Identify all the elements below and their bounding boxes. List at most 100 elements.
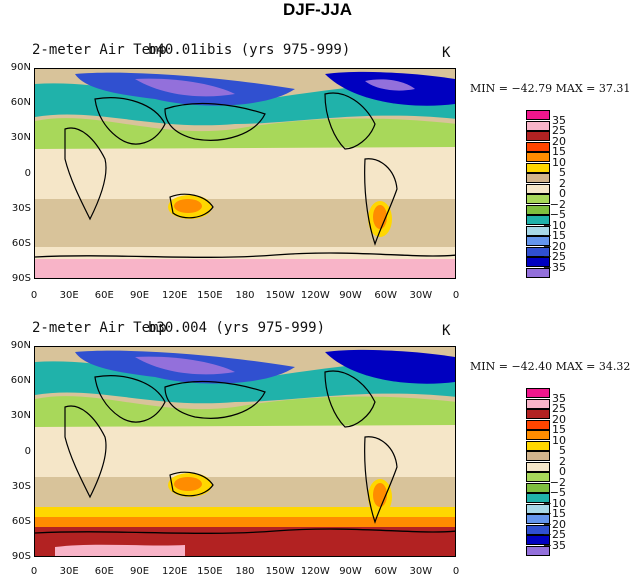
colorbar-swatch [526,472,550,482]
colorbar-label: 10 [552,155,566,169]
australia-hot [174,477,202,491]
colorbar-swatch [526,120,550,131]
colorbar-swatch [526,535,550,545]
lat-tick-label: 30N [10,132,31,144]
panel-bottom-variable-label: 2-meter Air Temp [32,320,167,336]
colorbar-swatch [526,162,550,173]
sh-ocean-band [35,247,455,259]
colorbar-label: 15 [552,145,566,158]
lon-tick-label: 120E [161,290,188,301]
panel-bottom-units: K [442,323,451,339]
colorbar-swatch [526,194,550,204]
coastline-3 [169,471,214,497]
coastline-0 [64,127,107,221]
colorbar-label: −25 [542,528,566,541]
lat-tick-label: 0 [24,445,31,457]
lon-tick-label: 120W [300,566,330,577]
colorbar-swatch [526,204,550,215]
tropical-band [35,422,455,477]
colorbar-label: 35 [552,391,566,405]
colorbar-label: −20 [542,239,566,253]
colorbar-swatch [526,183,550,194]
colorbar-swatch [526,257,550,267]
lon-tick-label: 150E [197,290,223,301]
colorbar-swatch [526,173,550,183]
colorbar-swatch [526,409,550,419]
lat-tick-label: 60N [10,97,31,109]
colorbar-label: 0 [559,465,566,478]
colorbar-label: −2 [549,475,566,489]
colorbar-swatch [526,493,550,503]
lon-tick-label: 120W [300,290,330,301]
lon-tick-label: 150W [265,290,295,301]
colorbar-swatch [526,236,550,246]
colorbar-label: −35 [542,260,566,274]
colorbar-swatch [526,152,550,162]
colorbar-label: 2 [559,176,566,190]
lon-tick-label: 30E [59,290,79,301]
colorbar-swatch [526,388,550,398]
colorbar-label: −5 [549,208,566,221]
lon-tick-label: 0 [30,566,38,577]
colorbar-label: 25 [552,402,566,415]
colorbar-swatch [526,451,550,461]
colorbar-swatch [526,110,550,120]
colorbar-label: −15 [542,507,566,520]
panel-bottom-case-label: b30.004 (yrs 975-999) [148,320,326,336]
antarctica-band [35,259,455,278]
coastline-5 [364,436,398,524]
colorbar-swatch [526,524,550,535]
colorbar-swatch [526,131,550,141]
colorbar-label: −25 [542,250,566,263]
colorbar-label: −2 [549,197,566,211]
lat-tick-label: 60S [11,237,31,249]
lon-tick-label: 90E [129,566,150,577]
colorbar-swatch [526,141,550,152]
lon-tick-label: 60E [94,566,114,577]
lat-tick-label: 30N [10,410,31,422]
colorbar-label: 5 [559,444,566,457]
coastline-4 [324,92,376,150]
coastline-2 [164,380,266,419]
lon-tick-label: 30W [409,566,433,577]
colorbar-label: −10 [542,496,566,510]
canada-cold [325,349,455,384]
colorbar-swatch [526,514,550,524]
colorbar-swatch [526,503,550,514]
lon-tick-label: 180 [235,290,255,301]
colorbar-label: −35 [542,538,566,552]
lon-tick-label: 90E [129,290,150,301]
lat-tick-label: 90N [10,62,31,73]
colorbar-label: 2 [559,454,566,468]
colorbar-label: 15 [552,423,566,436]
lat-tick-label: 90S [11,551,31,562]
colorbar-swatch [526,461,550,472]
lon-tick-label: 0 [452,566,460,577]
lon-tick-label: 30W [409,290,433,301]
colorbar-swatch [526,215,550,225]
antarctica-pink [55,544,185,556]
panel-top-units: K [442,45,451,61]
arctic-polar [365,79,415,91]
siberia-polar [135,356,235,375]
lon-tick-label: 60E [94,290,114,301]
figure-title: DJF-JJA [283,0,352,19]
colorbar-label: 20 [552,134,566,148]
colorbar-swatch [526,430,550,440]
panel-top-variable-label: 2-meter Air Temp [32,42,167,58]
lon-tick-label: 30E [59,566,79,577]
nh-midlat-band [35,118,455,149]
colorbar-swatch [526,225,550,236]
panel-bottom-map [34,346,456,557]
lat-tick-label: 30S [11,202,31,214]
colorbar-label: −15 [542,229,566,242]
colorbar-label: −20 [542,517,566,531]
lon-tick-label: 60W [374,290,397,301]
lon-tick-label: 90W [339,566,362,577]
coastline-3 [169,193,214,219]
colorbar-label: −5 [549,486,566,499]
antarctic-coast [35,252,455,258]
colorbar-swatch [526,267,550,278]
colorbar-swatch [526,482,550,493]
panel-top-map [34,68,456,279]
